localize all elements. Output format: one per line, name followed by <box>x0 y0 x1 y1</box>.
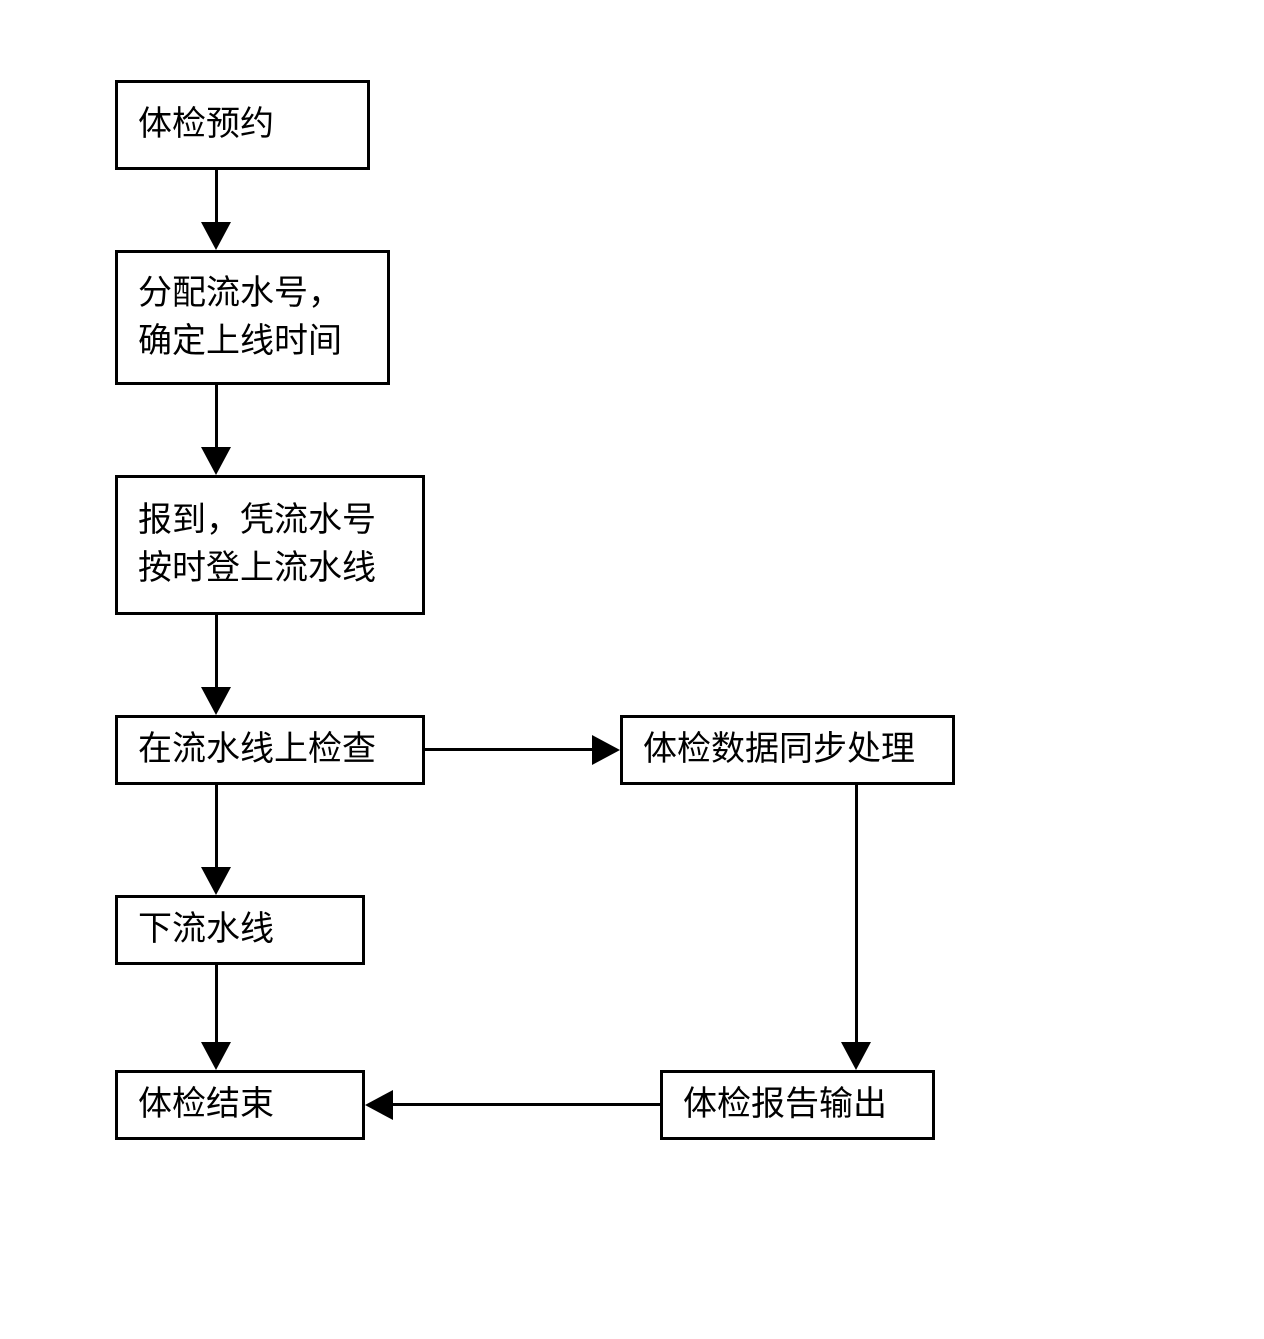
arrow-8-6 <box>393 1103 660 1106</box>
node-report-output: 体检报告输出 <box>660 1070 935 1140</box>
node-end: 体检结束 <box>115 1070 365 1140</box>
node-label: 在流水线上检查 <box>138 726 376 774</box>
arrowhead-4-7 <box>592 735 620 765</box>
arrowhead-4-5 <box>201 867 231 895</box>
arrow-1-2 <box>215 170 218 225</box>
arrow-3-4 <box>215 615 218 690</box>
arrow-4-5 <box>215 785 218 870</box>
node-label: 体检结束 <box>138 1081 274 1129</box>
arrow-5-6 <box>215 965 218 1045</box>
node-appointment: 体检预约 <box>115 80 370 170</box>
arrowhead-1-2 <box>201 222 231 250</box>
node-checkin: 报到，凭流水号 按时登上流水线 <box>115 475 425 615</box>
node-label: 体检数据同步处理 <box>643 726 915 774</box>
arrow-2-3 <box>215 385 218 450</box>
arrow-4-7 <box>425 748 595 751</box>
arrowhead-2-3 <box>201 447 231 475</box>
arrowhead-5-6 <box>201 1042 231 1070</box>
node-label: 下流水线 <box>138 906 274 954</box>
node-label: 体检预约 <box>138 101 274 149</box>
node-off-line: 下流水线 <box>115 895 365 965</box>
node-check-online: 在流水线上检查 <box>115 715 425 785</box>
flowchart-container: 体检预约 分配流水号， 确定上线时间 报到，凭流水号 按时登上流水线 在流水线上… <box>115 80 1115 1280</box>
node-label: 报到，凭流水号 按时登上流水线 <box>138 497 376 592</box>
node-label: 分配流水号， 确定上线时间 <box>138 270 342 365</box>
node-label: 体检报告输出 <box>683 1081 887 1129</box>
arrow-7-8 <box>855 785 858 1045</box>
node-assign-number: 分配流水号， 确定上线时间 <box>115 250 390 385</box>
node-data-sync: 体检数据同步处理 <box>620 715 955 785</box>
arrowhead-8-6 <box>365 1090 393 1120</box>
arrowhead-7-8 <box>841 1042 871 1070</box>
arrowhead-3-4 <box>201 687 231 715</box>
